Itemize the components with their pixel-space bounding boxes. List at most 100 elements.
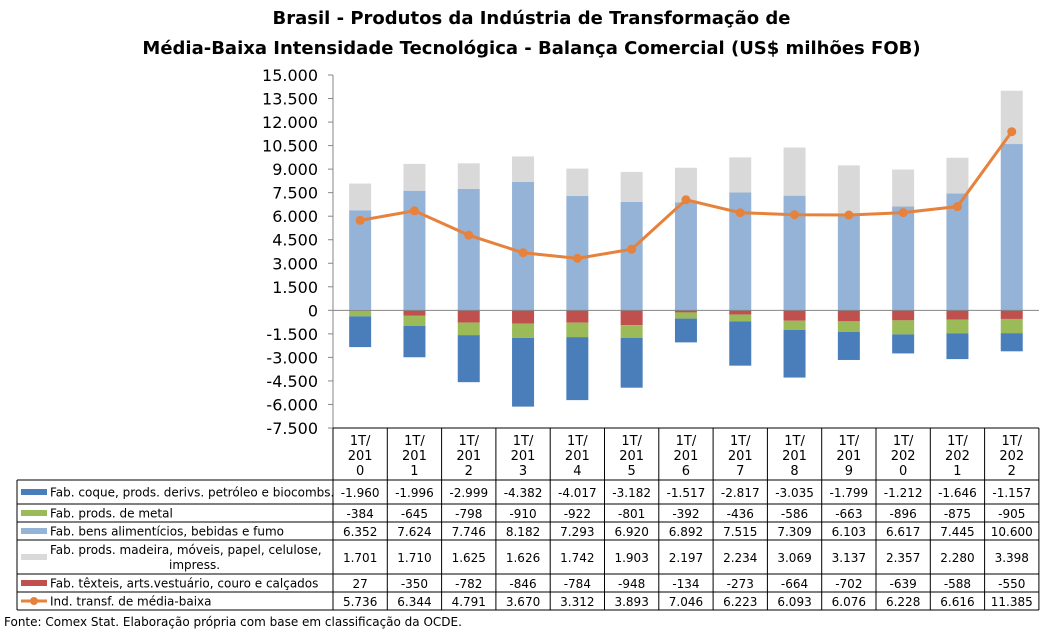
x-tick-label: 202 bbox=[945, 449, 970, 464]
table-value: 2.234 bbox=[723, 551, 757, 565]
bar-segment bbox=[457, 163, 480, 189]
table-value: -4.017 bbox=[558, 486, 597, 500]
legend-label: Ind. transf. de média-baixa bbox=[50, 595, 212, 609]
y-tick-label: 9.000 bbox=[272, 160, 318, 179]
x-tick-label: 1T/ bbox=[839, 434, 860, 449]
x-tick-label: 201 bbox=[402, 449, 427, 464]
bar-segment bbox=[674, 318, 697, 343]
table-value: 6.103 bbox=[832, 525, 866, 539]
bar-segment bbox=[566, 337, 589, 401]
table-value: 8.182 bbox=[506, 525, 540, 539]
y-tick-label: 0 bbox=[308, 301, 318, 320]
bar-segment bbox=[403, 325, 426, 358]
y-tick-label: 1.500 bbox=[272, 278, 318, 297]
x-tick-label: 1T/ bbox=[621, 434, 642, 449]
y-tick-label: -3.000 bbox=[266, 348, 318, 367]
table-value: -948 bbox=[618, 577, 645, 591]
bar-segment bbox=[349, 210, 372, 310]
table-value: 6.344 bbox=[397, 595, 431, 609]
table-value: -798 bbox=[455, 507, 482, 521]
bar-segment bbox=[620, 310, 643, 326]
chart-title: Brasil - Produtos da Indústria de Transf… bbox=[0, 4, 1063, 64]
x-tick-label: 5 bbox=[628, 464, 636, 479]
x-tick-label: 201 bbox=[511, 449, 536, 464]
bar-segment bbox=[674, 310, 697, 313]
chart-title-line-2: Média-Baixa Intensidade Tecnológica - Ba… bbox=[142, 38, 921, 59]
x-tick-label: 1T/ bbox=[404, 434, 425, 449]
legend-label: Fab. têxteis, arts.vestuário, couro e ca… bbox=[50, 577, 318, 591]
y-tick-label: 4.500 bbox=[272, 231, 318, 250]
total-line-point bbox=[898, 208, 908, 218]
bar-segment bbox=[403, 190, 426, 311]
y-tick-label: 6.000 bbox=[272, 207, 318, 226]
x-tick-label: 0 bbox=[899, 464, 907, 479]
bar-segment bbox=[1000, 90, 1023, 145]
legend-label: Fab. bens alimentícios, bebidas e fumo bbox=[50, 525, 284, 539]
x-tick-label: 1T/ bbox=[947, 434, 968, 449]
bar-segment bbox=[946, 333, 969, 360]
table-value: -3.182 bbox=[612, 486, 651, 500]
bar-segment bbox=[512, 323, 535, 338]
table-value: 27 bbox=[353, 577, 368, 591]
bar-segment bbox=[566, 310, 589, 323]
table-value: 2.280 bbox=[940, 551, 974, 565]
bar-segment bbox=[620, 171, 643, 202]
table-value: 1.742 bbox=[560, 551, 594, 565]
table-value: -875 bbox=[944, 507, 971, 521]
bar-segment bbox=[349, 310, 372, 317]
legend-label: Fab. prods. de metal bbox=[50, 507, 173, 521]
x-tick-label: 1T/ bbox=[513, 434, 534, 449]
bar-segment bbox=[674, 167, 697, 203]
bar-segment bbox=[1000, 333, 1023, 352]
table-value: 6.228 bbox=[886, 595, 920, 609]
y-tick-label: -6.000 bbox=[266, 395, 318, 414]
x-tick-label: 1T/ bbox=[1001, 434, 1022, 449]
table-value: 10.600 bbox=[991, 525, 1033, 539]
table-value: -392 bbox=[672, 507, 699, 521]
x-tick-label: 1T/ bbox=[676, 434, 697, 449]
table-value: -550 bbox=[998, 577, 1025, 591]
table-value: -663 bbox=[835, 507, 862, 521]
bar-segment bbox=[837, 331, 860, 360]
table-value: -3.035 bbox=[775, 486, 814, 500]
table-value: -4.382 bbox=[504, 486, 543, 500]
legend-label: Fab. prods. madeira, móveis, papel, celu… bbox=[50, 543, 322, 557]
chart-title-line-1: Brasil - Produtos da Indústria de Transf… bbox=[272, 8, 791, 29]
table-value: -1.799 bbox=[830, 486, 869, 500]
table-value: 6.617 bbox=[886, 525, 920, 539]
table-value: 7.309 bbox=[777, 525, 811, 539]
bar-segment bbox=[892, 310, 915, 321]
bar-segment bbox=[457, 310, 480, 323]
bar-segment bbox=[512, 181, 535, 311]
table-value: 2.357 bbox=[886, 551, 920, 565]
x-tick-label: 4 bbox=[573, 464, 581, 479]
bar-segment bbox=[620, 337, 643, 388]
table-value: -896 bbox=[890, 507, 917, 521]
table-value: -639 bbox=[890, 577, 917, 591]
bar-segment bbox=[566, 195, 589, 311]
bar-segment bbox=[457, 322, 480, 336]
x-tick-label: 1T/ bbox=[893, 434, 914, 449]
total-line-point bbox=[1007, 127, 1017, 137]
bar-segment bbox=[729, 321, 752, 366]
source-footnote: Fonte: Comex Stat. Elaboração própria co… bbox=[4, 615, 462, 629]
table-value: -846 bbox=[509, 577, 536, 591]
y-tick-label: -7.500 bbox=[266, 419, 318, 438]
table-value: 1.626 bbox=[506, 551, 540, 565]
bar-segment bbox=[403, 163, 426, 191]
y-tick-label: 12.000 bbox=[262, 113, 318, 132]
table-value: -1.646 bbox=[938, 486, 977, 500]
table-value: 7.445 bbox=[940, 525, 974, 539]
bar-segment bbox=[837, 310, 860, 322]
x-tick-label: 7 bbox=[736, 464, 744, 479]
table-value: 3.398 bbox=[995, 551, 1029, 565]
table-value: 1.710 bbox=[397, 551, 431, 565]
table-value: -2.999 bbox=[449, 486, 488, 500]
table-value: 6.223 bbox=[723, 595, 757, 609]
table-value: 5.736 bbox=[343, 595, 377, 609]
bar-segment bbox=[946, 319, 969, 334]
table-value: 7.293 bbox=[560, 525, 594, 539]
x-tick-label: 2 bbox=[465, 464, 473, 479]
x-tick-label: 3 bbox=[519, 464, 527, 479]
legend-key bbox=[21, 554, 47, 560]
